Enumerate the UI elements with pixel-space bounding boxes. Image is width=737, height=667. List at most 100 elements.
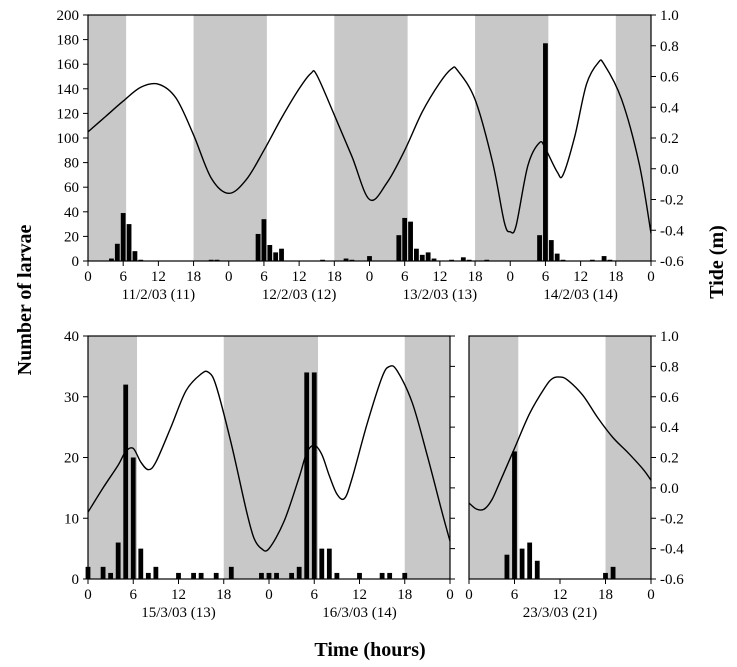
y-tick-label-left: 10 — [64, 511, 79, 527]
panel-c: 0 6 12 18 0 23/3/03 (21) -0.6 -0.4 -0.2 0.0 0.2 0.4… — [465, 329, 684, 621]
larvae-bar — [504, 554, 510, 579]
larvae-bar — [145, 572, 151, 579]
larvae-bar — [208, 259, 214, 261]
y-tick-label-left: 160 — [57, 57, 80, 73]
night-shading — [605, 336, 651, 579]
larvae-bar — [402, 217, 408, 261]
larvae-bar — [153, 566, 159, 579]
larvae-bar — [537, 235, 542, 261]
date-label: 13/2/03 (13) — [403, 287, 478, 303]
larvae-bar — [267, 245, 273, 261]
x-tick-label: 18 — [186, 269, 201, 285]
x-tick-label: 6 — [119, 269, 127, 285]
x-tick-label: 0 — [366, 269, 374, 285]
x-tick-label: 6 — [130, 587, 138, 603]
larvae-bar — [589, 259, 595, 261]
y-tick-label-right: 0.4 — [660, 420, 679, 436]
larvae-bar — [123, 384, 129, 579]
larvae-bar — [607, 259, 613, 261]
tide-line — [468, 376, 652, 511]
x-tick-label: 0 — [265, 587, 273, 603]
night-shading — [223, 336, 319, 579]
larvae-bar — [311, 372, 317, 579]
x-tick-label: 12 — [151, 269, 166, 285]
y-tick-label-left: 40 — [64, 329, 79, 345]
y-tick-label-right: 1.0 — [660, 329, 679, 345]
x-tick-label: 18 — [397, 587, 412, 603]
larvae-bar — [213, 572, 219, 579]
x-tick-label: 18 — [216, 587, 231, 603]
larvae-bar — [115, 542, 121, 579]
x-axis-title: Time (hours) — [314, 639, 425, 661]
larvae-bar — [449, 259, 455, 261]
larvae-bar — [512, 451, 517, 579]
night-shading — [334, 15, 408, 261]
larvae-bar — [274, 572, 279, 579]
x-tick-label: 0 — [225, 269, 233, 285]
larvae-bar — [100, 566, 106, 579]
date-label: 16/3/03 (14) — [322, 605, 397, 621]
x-tick-label: 6 — [311, 587, 319, 603]
y-tick-label-right: -0.6 — [660, 254, 684, 270]
x-tick-label: 6 — [260, 269, 268, 285]
y-tick-label-right: -0.2 — [660, 193, 684, 209]
x-tick-label: 0 — [446, 587, 454, 603]
larvae-bar — [343, 258, 349, 261]
y-axis-title-left: Number of larvae — [14, 225, 36, 376]
y-tick-label-left: 40 — [64, 205, 79, 221]
x-tick-label: 0 — [84, 269, 92, 285]
y-tick-label-right: -0.6 — [660, 572, 684, 588]
tide-line — [87, 365, 451, 552]
y-tick-label-left: 100 — [57, 131, 80, 147]
larvae-bar — [425, 252, 431, 261]
larvae-bar — [279, 248, 284, 261]
y-tick-label-right: 0.6 — [660, 390, 679, 406]
y-tick-label-left: 120 — [57, 106, 80, 122]
x-tick-label: 12 — [553, 587, 568, 603]
larvae-bar — [601, 256, 607, 261]
larvae-bar — [349, 259, 355, 261]
larvae-bar — [519, 548, 525, 579]
y-tick-label-right: -0.4 — [660, 223, 684, 239]
x-tick-label: 18 — [608, 269, 623, 285]
y-tick-label-left: 200 — [57, 8, 80, 24]
y-tick-label-right: 0.0 — [660, 481, 679, 497]
larvae-bar — [326, 548, 332, 579]
y-tick-label-right: -0.2 — [660, 511, 684, 527]
larvae-bar — [527, 542, 533, 579]
x-tick-label: 6 — [401, 269, 409, 285]
larvae-bar — [138, 259, 144, 261]
panel-a: 0 6 12 18 0 6 12 18 0 6 12 18 0 6 12 18 011/2/03 (11) 12/… — [57, 8, 685, 303]
y-tick-label-right: -0.4 — [660, 542, 684, 558]
date-label: 23/3/03 (21) — [523, 605, 598, 621]
larvae-bar — [109, 258, 114, 261]
larvae-bar — [319, 548, 325, 579]
larvae-bar — [114, 243, 120, 261]
larvae-bar — [130, 457, 136, 579]
larvae-bar — [460, 257, 466, 261]
larvae-bar — [554, 253, 560, 261]
night-shading — [193, 15, 267, 261]
larvae-bar — [396, 235, 402, 261]
larvae-bar — [414, 248, 419, 261]
x-tick-label: 0 — [507, 269, 515, 285]
larvae-bar — [560, 259, 566, 261]
y-tick-label-right: 0.4 — [660, 100, 679, 116]
x-tick-label: 18 — [468, 269, 483, 285]
y-tick-label-left: 20 — [64, 451, 79, 467]
y-tick-label-left: 0 — [72, 572, 80, 588]
x-tick-label: 0 — [465, 587, 473, 603]
night-shading — [88, 336, 138, 579]
date-label: 11/2/03 (11) — [122, 287, 195, 303]
larvae-bar — [320, 259, 325, 261]
larvae-bar — [296, 566, 302, 579]
x-tick-label: 12 — [292, 269, 307, 285]
y-tick-label-left: 80 — [64, 156, 79, 172]
larvae-bar — [132, 251, 138, 261]
larvae-bar — [387, 572, 393, 579]
tide-line — [87, 59, 652, 234]
y-tick-label-right: 0.2 — [660, 131, 679, 147]
larvae-bar — [610, 566, 616, 579]
y-tick-label-left: 180 — [57, 33, 80, 49]
